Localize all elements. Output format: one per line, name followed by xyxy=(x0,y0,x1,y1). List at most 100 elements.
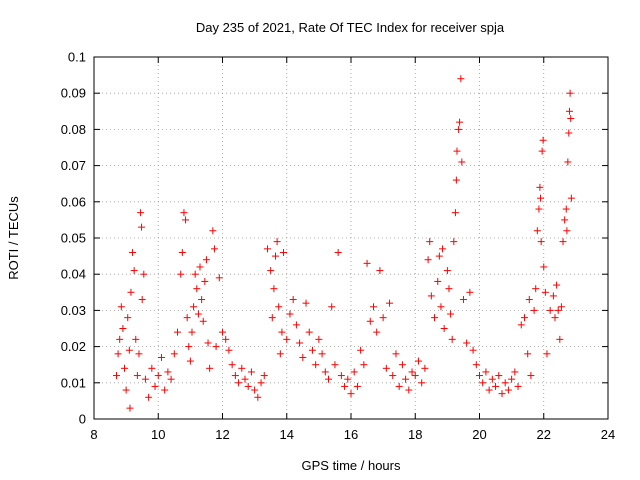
data-point xyxy=(334,248,342,256)
data-point xyxy=(148,364,156,372)
data-point xyxy=(386,299,394,307)
data-point xyxy=(389,372,397,380)
data-point xyxy=(292,321,300,329)
data-point xyxy=(138,296,146,304)
data-point xyxy=(498,390,506,398)
y-tick-label: 0.09 xyxy=(61,86,86,101)
data-point xyxy=(112,372,120,380)
data-point xyxy=(392,350,400,358)
data-point xyxy=(286,310,294,318)
data-point xyxy=(302,299,310,307)
x-tick-label: 22 xyxy=(537,427,551,442)
data-point xyxy=(210,245,218,253)
data-point xyxy=(485,386,493,394)
data-point xyxy=(427,292,435,300)
data-point xyxy=(421,364,429,372)
data-point xyxy=(126,404,134,412)
data-point xyxy=(504,386,512,394)
data-point xyxy=(451,209,459,217)
x-tick-label: 10 xyxy=(151,427,165,442)
data-point xyxy=(117,303,125,311)
data-point xyxy=(167,375,175,383)
data-point xyxy=(305,328,313,336)
data-point xyxy=(549,292,557,300)
data-point xyxy=(445,285,453,293)
y-tick-label: 0.1 xyxy=(68,50,86,65)
data-point xyxy=(141,375,149,383)
data-point xyxy=(267,267,275,275)
data-point xyxy=(254,393,262,401)
data-point xyxy=(116,335,124,343)
data-point xyxy=(564,158,572,166)
data-point xyxy=(546,306,554,314)
data-point xyxy=(157,353,165,361)
data-point xyxy=(296,339,304,347)
data-point xyxy=(180,209,188,217)
y-tick-label: 0.05 xyxy=(61,231,86,246)
data-point xyxy=(215,274,223,282)
data-point xyxy=(353,382,361,390)
data-point xyxy=(538,147,546,155)
data-point xyxy=(119,325,127,332)
data-point xyxy=(360,361,368,369)
data-point xyxy=(263,245,271,253)
data-point xyxy=(238,364,246,372)
data-point xyxy=(244,382,252,390)
data-point xyxy=(241,375,249,383)
data-point xyxy=(561,216,569,224)
data-point xyxy=(563,227,571,235)
data-point xyxy=(209,227,217,235)
data-point xyxy=(440,325,448,332)
data-point xyxy=(382,364,390,372)
data-point xyxy=(198,296,206,304)
data-point xyxy=(188,328,196,336)
data-point xyxy=(414,357,422,365)
data-point xyxy=(402,375,410,383)
data-point xyxy=(278,328,286,336)
data-point xyxy=(337,372,345,380)
data-point xyxy=(275,303,283,311)
data-point xyxy=(225,346,233,354)
data-point xyxy=(566,89,574,97)
data-point xyxy=(434,277,442,285)
data-point xyxy=(426,238,434,246)
data-point xyxy=(272,252,280,260)
x-tick-label: 24 xyxy=(601,427,615,442)
data-point xyxy=(533,227,541,235)
data-point xyxy=(308,346,316,354)
data-point xyxy=(289,296,297,304)
data-point xyxy=(138,223,146,231)
data-point xyxy=(194,310,202,318)
data-point xyxy=(140,270,148,278)
data-point xyxy=(455,125,463,133)
data-point xyxy=(553,281,561,289)
x-axis-label: GPS time / hours xyxy=(302,458,401,473)
data-point xyxy=(452,176,460,184)
data-point xyxy=(174,328,182,336)
data-point xyxy=(405,386,413,394)
data-point xyxy=(435,252,443,260)
data-point xyxy=(424,256,432,264)
data-point xyxy=(344,375,352,383)
data-point xyxy=(524,350,532,358)
grid-lines xyxy=(94,57,608,419)
data-point xyxy=(530,306,538,314)
data-point xyxy=(376,267,384,275)
y-tick-label: 0.08 xyxy=(61,122,86,137)
data-point xyxy=(283,335,291,343)
data-point xyxy=(235,379,243,387)
y-axis-label: ROTI / TECUs xyxy=(6,196,21,280)
data-point xyxy=(347,390,355,398)
data-point xyxy=(562,205,570,213)
y-tick-label: 0.04 xyxy=(61,267,86,282)
data-point xyxy=(212,343,220,351)
data-point xyxy=(557,303,565,311)
data-point xyxy=(535,205,543,213)
data-point xyxy=(299,353,307,361)
data-point xyxy=(193,285,201,293)
x-tick-label: 16 xyxy=(344,427,358,442)
data-point xyxy=(182,216,190,224)
y-tick-label: 0.03 xyxy=(61,303,86,318)
data-point xyxy=(363,259,371,267)
y-tick-label: 0.02 xyxy=(61,339,86,354)
